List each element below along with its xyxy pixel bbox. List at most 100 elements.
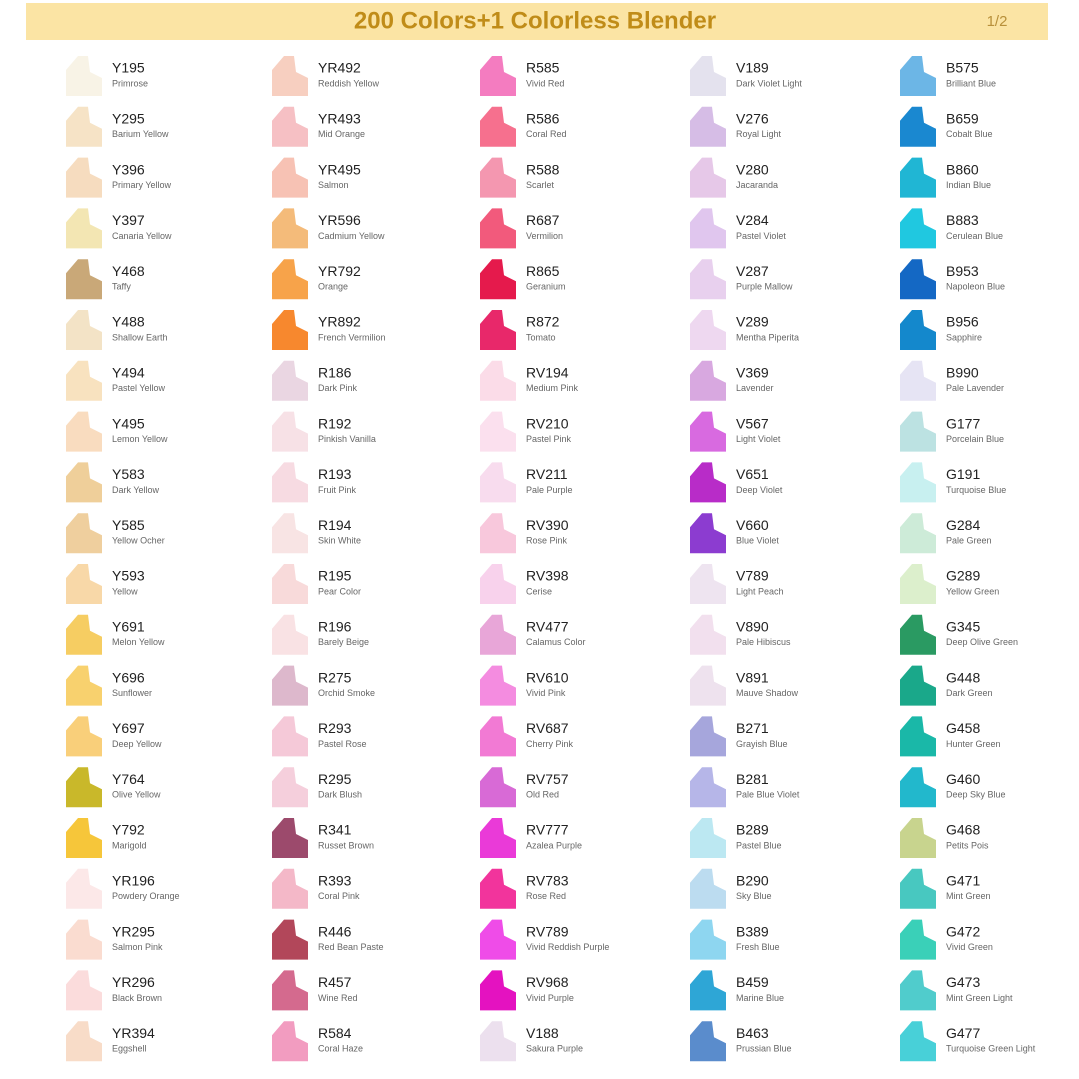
swatch <box>690 767 726 808</box>
color-code: R192 <box>318 415 352 431</box>
color-name: Turquoise Blue <box>946 485 1006 495</box>
color-code: Y397 <box>112 212 145 228</box>
color-name: Dark Violet Light <box>736 78 802 88</box>
swatch <box>272 360 308 401</box>
swatch <box>900 1021 936 1062</box>
color-name: Deep Yellow <box>112 739 162 749</box>
color-name: Shallow Earth <box>112 332 168 342</box>
color-code: R687 <box>526 212 560 228</box>
color-code: YR492 <box>318 60 361 76</box>
color-code: R196 <box>318 619 352 635</box>
color-name: Dark Yellow <box>112 485 160 495</box>
color-name: Deep Violet <box>736 485 783 495</box>
swatch <box>272 716 308 757</box>
swatch <box>66 818 102 858</box>
color-code: Y494 <box>112 365 145 381</box>
color-code: Y583 <box>112 466 145 482</box>
color-name: Marine Blue <box>736 993 784 1003</box>
swatch <box>480 970 516 1011</box>
swatch <box>480 818 516 858</box>
color-code: B281 <box>736 771 769 787</box>
swatch <box>900 411 936 452</box>
color-name: Olive Yellow <box>112 790 161 800</box>
color-code: G477 <box>946 1025 980 1041</box>
color-code: YR792 <box>318 263 361 279</box>
color-code: Y396 <box>112 161 145 177</box>
color-name: Porcelain Blue <box>946 434 1004 444</box>
color-code: G284 <box>946 517 980 533</box>
swatch <box>480 614 516 655</box>
color-code: B953 <box>946 263 979 279</box>
color-code: R588 <box>526 161 560 177</box>
swatch <box>66 868 102 909</box>
color-name: Taffy <box>112 282 131 292</box>
color-code: G460 <box>946 771 980 787</box>
swatch <box>66 614 102 655</box>
color-code: G177 <box>946 415 980 431</box>
color-name: Dark Green <box>946 688 993 698</box>
color-name: Pale Purple <box>526 485 573 495</box>
swatch <box>272 868 308 909</box>
swatch <box>480 462 516 503</box>
page-number: 1/2 <box>987 13 1008 30</box>
color-name: Cerise <box>526 586 552 596</box>
swatch <box>66 767 102 808</box>
color-name: Rose Red <box>526 891 566 901</box>
swatch <box>66 157 102 198</box>
swatch <box>690 1021 726 1062</box>
color-name: Petits Pois <box>946 840 989 850</box>
color-name: Tomato <box>526 332 556 342</box>
color-code: YR296 <box>112 974 155 990</box>
color-code: V188 <box>526 1025 559 1041</box>
color-name: Fruit Pink <box>318 485 357 495</box>
swatch <box>690 411 726 452</box>
color-name: Light Peach <box>736 586 784 596</box>
color-name: Sapphire <box>946 332 982 342</box>
color-code: B289 <box>736 822 769 838</box>
swatch <box>480 310 516 350</box>
swatch <box>480 56 516 96</box>
swatch <box>480 919 516 960</box>
color-name: Russet Brown <box>318 840 374 850</box>
swatch <box>480 360 516 401</box>
color-code: G473 <box>946 974 980 990</box>
color-name: Cherry Pink <box>526 739 574 749</box>
swatch <box>900 208 936 249</box>
color-name: Yellow <box>112 586 138 596</box>
swatch <box>900 259 936 300</box>
color-code: R186 <box>318 365 352 381</box>
color-name: Pastel Yellow <box>112 383 166 393</box>
color-name: Coral Pink <box>318 891 360 901</box>
color-name: Coral Red <box>526 129 567 139</box>
color-name: Mentha Piperita <box>736 332 799 342</box>
swatch <box>66 360 102 401</box>
header-title: 200 Colors+1 Colorless Blender <box>354 7 716 34</box>
color-name: Black Brown <box>112 993 162 1003</box>
color-code: R275 <box>318 669 352 685</box>
color-name: Medium Pink <box>526 383 579 393</box>
color-code: B389 <box>736 923 769 939</box>
color-code: R295 <box>318 771 352 787</box>
color-code: R584 <box>318 1025 352 1041</box>
swatch <box>480 157 516 198</box>
color-code: V280 <box>736 161 769 177</box>
color-code: YR295 <box>112 923 155 939</box>
swatch <box>480 716 516 757</box>
color-name: Purple Mallow <box>736 282 793 292</box>
color-code: B463 <box>736 1025 769 1041</box>
swatch <box>690 360 726 401</box>
color-code: B459 <box>736 974 769 990</box>
color-name: Azalea Purple <box>526 840 582 850</box>
swatch <box>900 868 936 909</box>
color-name: Salmon <box>318 180 349 190</box>
swatch <box>900 919 936 960</box>
color-code: R586 <box>526 111 560 127</box>
color-name: Yellow Green <box>946 586 999 596</box>
color-name: Pastel Pink <box>526 434 572 444</box>
color-name: Salmon Pink <box>112 942 163 952</box>
color-name: Pastel Violet <box>736 231 786 241</box>
swatch <box>900 970 936 1011</box>
color-code: Y495 <box>112 415 145 431</box>
color-name: Cobalt Blue <box>946 129 993 139</box>
